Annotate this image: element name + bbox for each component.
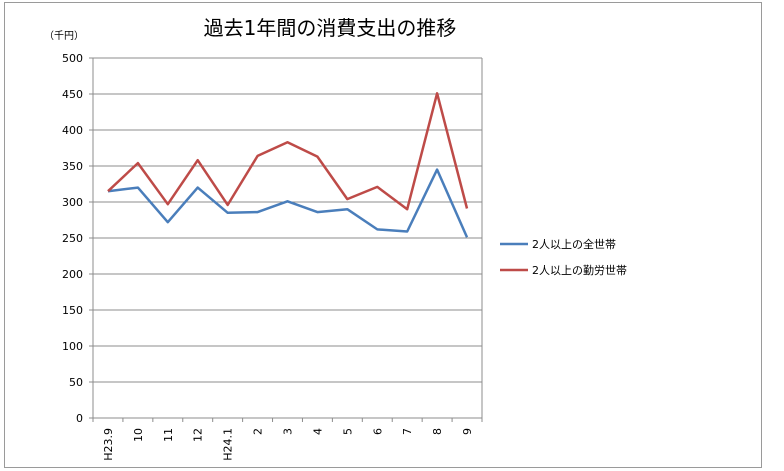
x-tick-label: 4	[311, 428, 324, 435]
y-tick-label: 500	[62, 52, 83, 65]
x-tick-label: H23.9	[102, 428, 115, 461]
x-tick-label: 12	[192, 428, 205, 442]
x-tick-label: 2	[252, 428, 265, 435]
x-tick-labels: H23.9 10 11 12 H24.1 2 3 4 5 6 7 8 9	[102, 428, 474, 461]
gridlines	[93, 57, 482, 383]
x-tick-label: 9	[461, 428, 474, 435]
x-tick-label: 7	[401, 428, 414, 435]
y-tick-label: 0	[76, 412, 83, 425]
y-tick-label: 100	[62, 340, 83, 353]
legend-label: 2人以上の勤労世帯	[532, 263, 627, 277]
y-tick-label: 200	[62, 268, 83, 281]
axes	[89, 57, 483, 422]
y-tick-label: 350	[62, 160, 83, 173]
legend-label: 2人以上の全世帯	[532, 237, 616, 251]
legend: 2人以上の全世帯 2人以上の勤労世帯	[500, 237, 627, 277]
y-axis-unit-label: （千円）	[44, 30, 84, 42]
x-tick-label: H24.1	[222, 428, 235, 461]
series-line-1	[107, 168, 469, 238]
series-line-2	[107, 92, 469, 211]
y-tick-label: 450	[62, 88, 83, 101]
y-tick-label: 400	[62, 124, 83, 137]
y-tick-labels: 0 50 100 150 200 250 300 350 400 450 500	[62, 52, 83, 425]
x-tick-label: 10	[132, 428, 145, 442]
x-tick-label: 6	[371, 428, 384, 435]
chart-frame	[4, 2, 762, 468]
x-tick-label: 11	[162, 428, 175, 442]
y-tick-label: 50	[69, 376, 83, 389]
chart-title: 過去1年間の消費支出の推移	[204, 16, 457, 40]
x-tick-label: 5	[341, 428, 354, 435]
x-tick-label: 3	[282, 428, 295, 435]
y-tick-label: 300	[62, 196, 83, 209]
y-tick-label: 150	[62, 304, 83, 317]
series-lines	[107, 92, 469, 238]
y-tick-label: 250	[62, 232, 83, 245]
x-tick-label: 8	[431, 428, 444, 435]
